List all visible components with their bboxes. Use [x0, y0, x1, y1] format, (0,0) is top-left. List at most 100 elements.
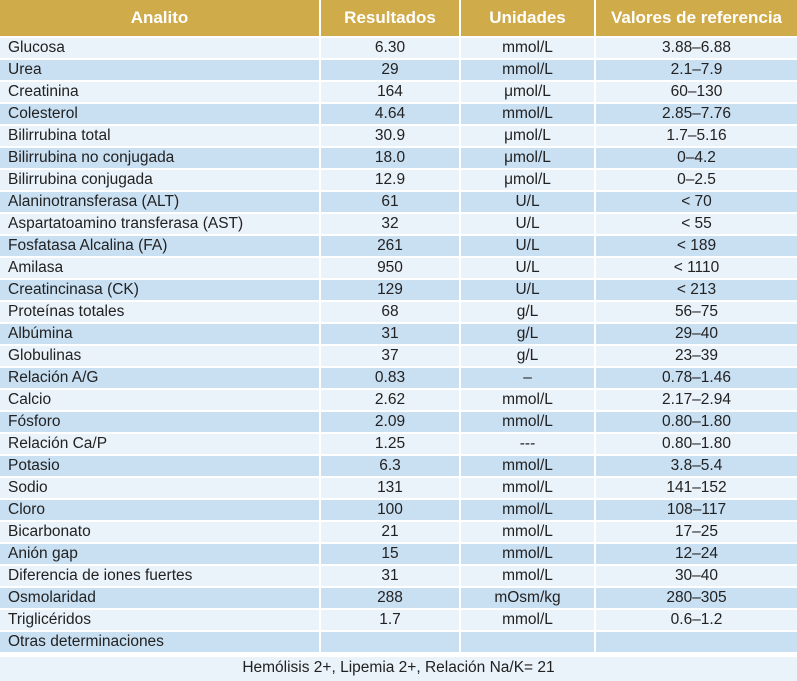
- cell-result: 129: [320, 278, 461, 301]
- cell-units: μmol/L: [460, 168, 596, 191]
- cell-units: U/L: [460, 278, 596, 301]
- cell-result: 164: [320, 80, 461, 103]
- cell-units: mmol/L: [460, 498, 596, 521]
- cell-units: mmol/L: [460, 410, 596, 433]
- cell-reference: 3.88–6.88: [595, 36, 797, 59]
- cell-reference: 1.7–5.16: [595, 124, 797, 147]
- cell-analyte: Osmolaridad: [0, 586, 321, 609]
- cell-analyte: Urea: [0, 58, 321, 81]
- table-row: Urea 29 mmol/L 2.1–7.9: [0, 58, 797, 81]
- table-row: Calcio 2.62 mmol/L 2.17–2.94: [0, 388, 797, 411]
- cell-analyte: Anión gap: [0, 542, 321, 565]
- cell-reference: 2.17–2.94: [595, 388, 797, 411]
- table-row: Fósforo 2.09 mmol/L 0.80–1.80: [0, 410, 797, 433]
- cell-reference: 29–40: [595, 322, 797, 345]
- cell-reference: 0.80–1.80: [595, 432, 797, 455]
- table-row: Proteínas totales 68 g/L 56–75: [0, 300, 797, 323]
- cell-units: mmol/L: [460, 36, 596, 59]
- cell-reference: < 189: [595, 234, 797, 257]
- cell-units: g/L: [460, 322, 596, 345]
- cell-units: –: [460, 366, 596, 389]
- table-row: Triglicéridos 1.7 mmol/L 0.6–1.2: [0, 608, 797, 631]
- cell-result: 100: [320, 498, 461, 521]
- cell-units: mmol/L: [460, 564, 596, 587]
- cell-analyte: Alaninotransferasa (ALT): [0, 190, 321, 213]
- cell-result: 0.83: [320, 366, 461, 389]
- table-row: Fosfatasa Alcalina (FA) 261 U/L < 189: [0, 234, 797, 257]
- cell-analyte: Diferencia de iones fuertes: [0, 564, 321, 587]
- table-row: Bilirrubina no conjugada 18.0 μmol/L 0–4.2: [0, 146, 797, 169]
- table-row: Alaninotransferasa (ALT) 61 U/L < 70: [0, 190, 797, 213]
- cell-analyte: Otras determinaciones: [0, 630, 321, 652]
- cell-reference: < 70: [595, 190, 797, 213]
- cell-result: 31: [320, 564, 461, 587]
- cell-analyte: Cloro: [0, 498, 321, 521]
- table-body: Glucosa 6.30 mmol/L 3.88–6.88 Urea 29 mmol/L 2.…: [0, 36, 797, 652]
- cell-result: 288: [320, 586, 461, 609]
- cell-result: 1.7: [320, 608, 461, 631]
- cell-analyte: Globulinas: [0, 344, 321, 367]
- cell-result: 261: [320, 234, 461, 257]
- table-header-row: Analito Resultados Unidades Valores de r…: [0, 0, 797, 37]
- cell-reference: 12–24: [595, 542, 797, 565]
- cell-units: g/L: [460, 300, 596, 323]
- cell-units: g/L: [460, 344, 596, 367]
- header-analyte: Analito: [0, 0, 321, 37]
- table-row: Bilirrubina conjugada 12.9 μmol/L 0–2.5: [0, 168, 797, 191]
- cell-units: U/L: [460, 256, 596, 279]
- cell-reference: 108–117: [595, 498, 797, 521]
- table-row: Cloro 100 mmol/L 108–117: [0, 498, 797, 521]
- cell-result: 31: [320, 322, 461, 345]
- cell-reference: [595, 630, 797, 652]
- cell-analyte: Fósforo: [0, 410, 321, 433]
- cell-reference: 2.1–7.9: [595, 58, 797, 81]
- cell-result: 30.9: [320, 124, 461, 147]
- header-units: Unidades: [460, 0, 596, 37]
- header-reference: Valores de referencia: [595, 0, 797, 37]
- cell-analyte: Albúmina: [0, 322, 321, 345]
- cell-result: 2.62: [320, 388, 461, 411]
- cell-analyte: Creatincinasa (CK): [0, 278, 321, 301]
- table-row: Glucosa 6.30 mmol/L 3.88–6.88: [0, 36, 797, 59]
- cell-units: μmol/L: [460, 146, 596, 169]
- table-row: Colesterol 4.64 mmol/L 2.85–7.76: [0, 102, 797, 125]
- cell-reference: < 55: [595, 212, 797, 235]
- cell-reference: 3.8–5.4: [595, 454, 797, 477]
- cell-result: [320, 630, 461, 652]
- cell-result: 6.30: [320, 36, 461, 59]
- cell-analyte: Creatinina: [0, 80, 321, 103]
- cell-units: mmol/L: [460, 102, 596, 125]
- cell-units: mOsm/kg: [460, 586, 596, 609]
- table-row: Bilirrubina total 30.9 μmol/L 1.7–5.16: [0, 124, 797, 147]
- table-row: Sodio 131 mmol/L 141–152: [0, 476, 797, 499]
- footer-note: Hemólisis 2+, Lipemia 2+, Relación Na/K=…: [0, 655, 797, 681]
- cell-units: mmol/L: [460, 454, 596, 477]
- cell-units: mmol/L: [460, 476, 596, 499]
- cell-result: 61: [320, 190, 461, 213]
- table-row: Diferencia de iones fuertes 31 mmol/L 30–40: [0, 564, 797, 587]
- cell-reference: 0.78–1.46: [595, 366, 797, 389]
- cell-analyte: Glucosa: [0, 36, 321, 59]
- table-row: Aspartatoamino transferasa (AST) 32 U/L < 5…: [0, 212, 797, 235]
- cell-reference: < 1110: [595, 256, 797, 279]
- table-row: Osmolaridad 288 mOsm/kg 280–305: [0, 586, 797, 609]
- cell-analyte: Fosfatasa Alcalina (FA): [0, 234, 321, 257]
- lab-results-table: Analito Resultados Unidades Valores de r…: [0, 0, 797, 652]
- cell-result: 12.9: [320, 168, 461, 191]
- cell-result: 15: [320, 542, 461, 565]
- cell-units: U/L: [460, 212, 596, 235]
- cell-analyte: Bicarbonato: [0, 520, 321, 543]
- cell-reference: 0–4.2: [595, 146, 797, 169]
- cell-result: 6.3: [320, 454, 461, 477]
- table-row: Otras determinaciones: [0, 630, 797, 652]
- cell-result: 950: [320, 256, 461, 279]
- table-row: Globulinas 37 g/L 23–39: [0, 344, 797, 367]
- cell-result: 4.64: [320, 102, 461, 125]
- cell-units: mmol/L: [460, 58, 596, 81]
- cell-reference: 280–305: [595, 586, 797, 609]
- cell-result: 29: [320, 58, 461, 81]
- cell-analyte: Bilirrubina total: [0, 124, 321, 147]
- header-result: Resultados: [320, 0, 461, 37]
- cell-analyte: Proteínas totales: [0, 300, 321, 323]
